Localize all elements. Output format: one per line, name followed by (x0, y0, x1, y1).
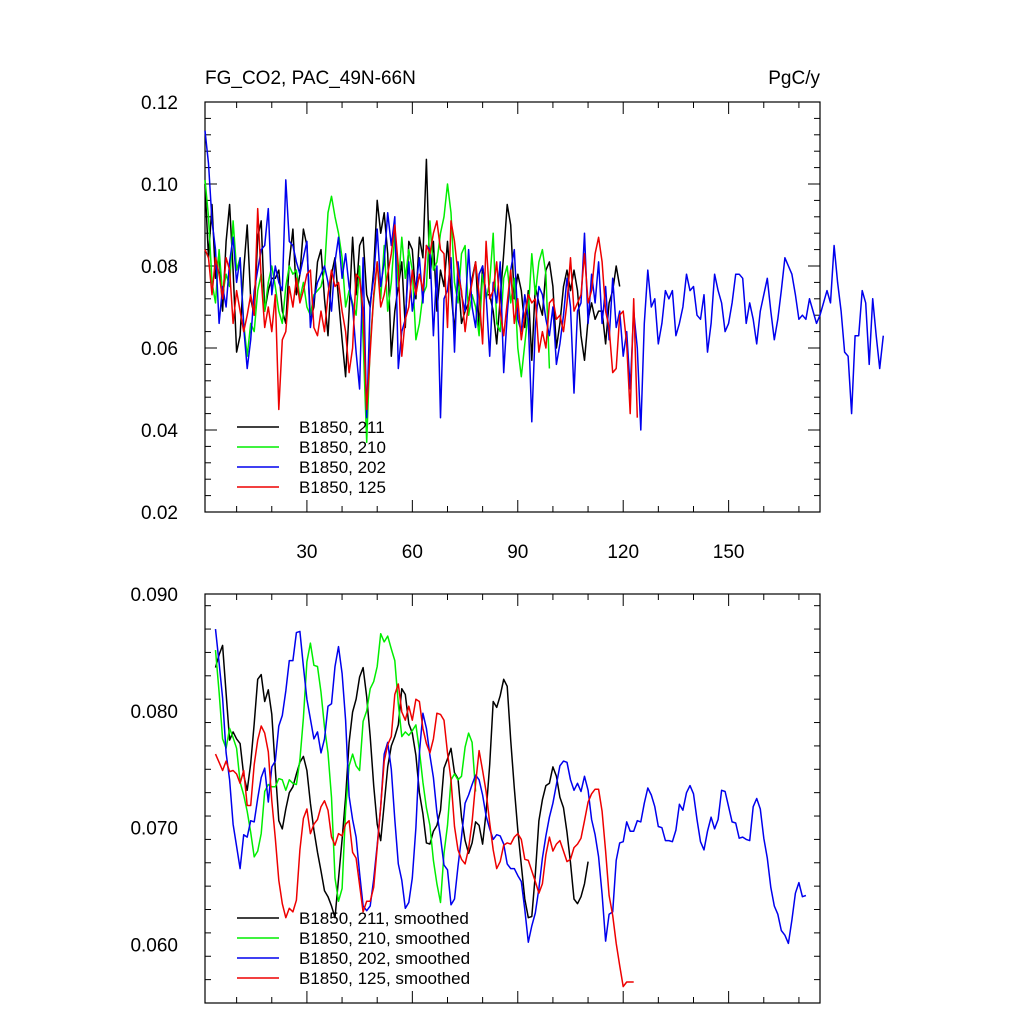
plot-frame (204, 593, 821, 1004)
series-line (214, 632, 477, 904)
y-tick-label: 0.04 (141, 421, 178, 442)
series-line (214, 683, 634, 988)
bottom-panel: 0.060 0.070 0.080 0.090 B1850, 211, smoothed… (130, 585, 821, 1004)
series-line (204, 130, 885, 431)
x-tick-label: 30 (296, 542, 317, 563)
chart-title: FG_CO2, PAC_49N-66N (205, 68, 416, 89)
y-tick-label: 0.090 (130, 585, 178, 606)
x-tick-label: 90 (507, 542, 528, 563)
y-tick-label: 0.02 (141, 503, 178, 524)
legend-label: B1850, 125, smoothed (299, 969, 470, 988)
legend-label: B1850, 202, smoothed (299, 949, 470, 968)
legend-label: B1850, 211, smoothed (299, 909, 469, 928)
series-line (214, 644, 589, 919)
x-tick-label: 150 (713, 542, 745, 563)
x-tick-label: 120 (607, 542, 639, 563)
series-line (214, 629, 807, 945)
legend-label: B1850, 202 (299, 458, 386, 477)
legend-label: B1850, 210, smoothed (299, 929, 470, 948)
plot-frame (204, 101, 821, 513)
x-tick-label: 60 (402, 542, 423, 563)
legend-label: B1850, 125 (299, 478, 386, 497)
units-label: PgC/y (768, 68, 820, 89)
y-tick-label: 0.06 (141, 339, 178, 360)
top-panel: FG_CO2, PAC_49N-66N PgC/y 0.02 0.04 0.06 0.… (141, 68, 885, 563)
y-tick-label: 0.10 (141, 175, 178, 196)
legend-label: B1850, 211 (299, 418, 385, 437)
y-tick-label: 0.070 (130, 819, 178, 840)
y-tick-label: 0.080 (130, 702, 178, 723)
y-tick-label: 0.12 (141, 93, 178, 114)
y-tick-label: 0.060 (130, 936, 178, 957)
legend-label: B1850, 210 (299, 438, 386, 457)
series-line (204, 207, 639, 418)
y-tick-label: 0.08 (141, 257, 178, 278)
